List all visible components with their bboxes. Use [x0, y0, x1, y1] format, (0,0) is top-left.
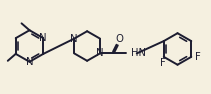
Text: O: O: [115, 34, 123, 44]
Text: F: F: [160, 58, 166, 68]
Text: N: N: [70, 34, 78, 44]
Text: HN: HN: [131, 48, 146, 58]
Text: N: N: [39, 33, 47, 43]
Text: N: N: [26, 57, 33, 67]
Text: N: N: [96, 48, 104, 58]
Text: F: F: [195, 52, 201, 62]
